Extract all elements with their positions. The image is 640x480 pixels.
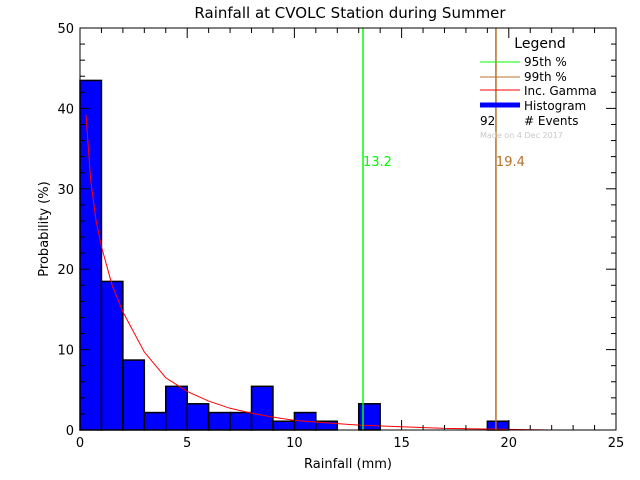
histogram-bar — [250, 385, 274, 431]
x-tick-label: 25 — [608, 436, 625, 451]
percentile-label: 13.2 — [363, 155, 392, 170]
legend-label-gamma: Inc. Gamma — [524, 84, 597, 98]
chart-title: Rainfall at CVOLC Station during Summer — [194, 4, 506, 22]
x-tick-label: 10 — [286, 436, 303, 451]
histogram-bar — [79, 79, 103, 431]
y-axis-label: Probability (%) — [37, 181, 52, 276]
x-tick-label: 20 — [501, 436, 518, 451]
x-tick-label: 0 — [76, 436, 84, 451]
y-tick-label: 30 — [57, 183, 74, 198]
legend: Legend 95th % 99th % Inc. Gamma Histogra… — [480, 36, 597, 140]
gamma-curve-line — [85, 114, 552, 431]
made-on-note: Made on 4 Dec 2017 — [480, 131, 563, 140]
x-tick-label: 5 — [183, 436, 191, 451]
y-tick-label: 50 — [57, 22, 74, 37]
histogram-bar — [186, 403, 210, 431]
plot-frame — [79, 27, 617, 431]
histogram-bar — [122, 359, 146, 431]
percentile-label: 19.4 — [496, 155, 525, 170]
y-tick-label: 20 — [57, 263, 74, 278]
legend-label-99th: 99th % — [524, 70, 567, 84]
y-tick-label: 0 — [66, 424, 74, 439]
x-axis-label: Rainfall (mm) — [304, 457, 392, 472]
y-tick-label: 10 — [57, 344, 74, 359]
y-tick-label: 40 — [57, 102, 74, 117]
legend-events-label: # Events — [524, 114, 579, 128]
histogram-bar — [229, 411, 253, 431]
histogram-bar — [272, 420, 296, 431]
histogram-bar — [207, 411, 231, 431]
histogram-bar — [143, 411, 167, 431]
x-tick-label: 15 — [393, 436, 410, 451]
legend-label-histogram: Histogram — [524, 99, 586, 113]
legend-title: Legend — [514, 36, 565, 52]
legend-events-count: 92 — [480, 114, 495, 128]
legend-label-95th: 95th % — [524, 55, 567, 69]
histogram-bar — [165, 385, 188, 431]
